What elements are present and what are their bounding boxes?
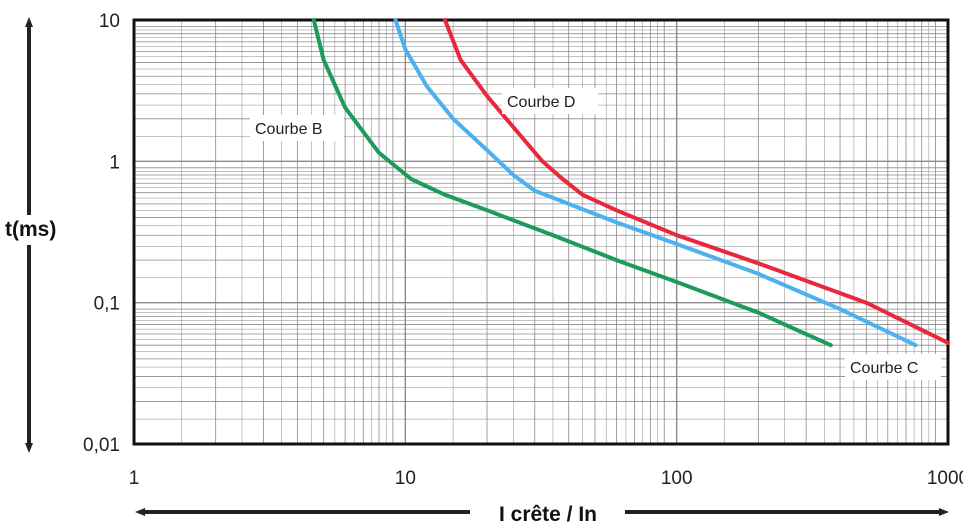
series-line-courbe-b	[311, 18, 833, 348]
x-tick-label: 10	[395, 468, 416, 489]
x-tick-label: 100	[661, 468, 693, 489]
curve-b-label: Courbe B	[255, 121, 323, 138]
curve-c-label: Courbe C	[850, 360, 918, 377]
series-line-courbe-d	[443, 18, 950, 345]
curves	[311, 18, 950, 348]
series-line-courbe-c	[393, 18, 918, 348]
y-axis-title: t(ms)	[5, 218, 56, 241]
grid	[133, 20, 948, 445]
x-tick-label: 1	[129, 468, 140, 489]
y-tick-label: 10	[99, 11, 120, 32]
plot-frame	[132, 18, 950, 446]
y-tick-label: 0,01	[83, 435, 120, 456]
y-tick-label: 1	[109, 152, 120, 173]
y-tick-label: 0,1	[94, 294, 120, 315]
curve-d-label: Courbe D	[507, 94, 575, 111]
x-axis-title: I crête / In	[499, 503, 597, 522]
